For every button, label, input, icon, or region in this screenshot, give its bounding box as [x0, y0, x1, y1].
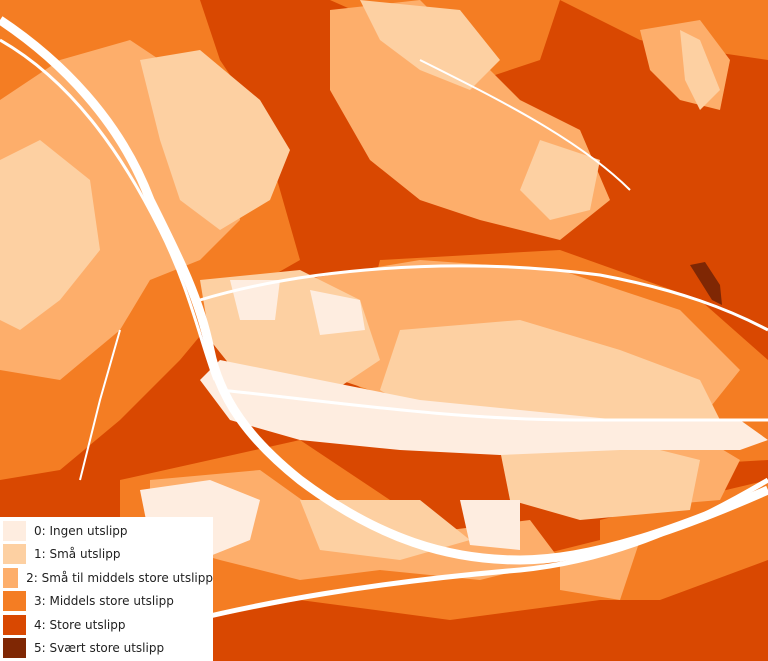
legend-item-0: 0: Ingen utslipp	[0, 519, 213, 543]
legend-item-4: 4: Store utslipp	[0, 613, 213, 637]
legend-label: 5: Svært store utslipp	[34, 641, 165, 656]
class-5-area	[690, 262, 722, 305]
legend-label: 4: Store utslipp	[34, 617, 126, 632]
legend-label: 0: Ingen utslipp	[34, 523, 128, 538]
legend: 0: Ingen utslipp 1: Små utslipp 2: Små t…	[0, 517, 213, 661]
legend-swatch	[3, 638, 26, 659]
legend-item-3: 3: Middels store utslipp	[0, 590, 213, 614]
legend-swatch	[3, 544, 26, 565]
legend-swatch	[3, 520, 26, 541]
legend-swatch	[3, 567, 19, 588]
legend-label: 3: Middels store utslipp	[34, 594, 174, 609]
legend-label: 2: Små til middels store utslipp	[26, 570, 213, 585]
legend-item-5: 5: Svært store utslipp	[0, 637, 213, 661]
legend-swatch	[3, 614, 26, 635]
legend-item-1: 1: Små utslipp	[0, 543, 213, 567]
legend-item-2: 2: Små til middels store utslipp	[0, 566, 213, 590]
legend-label: 1: Små utslipp	[34, 547, 121, 562]
roads-and-rivers	[0, 16, 768, 643]
legend-swatch	[3, 591, 26, 612]
